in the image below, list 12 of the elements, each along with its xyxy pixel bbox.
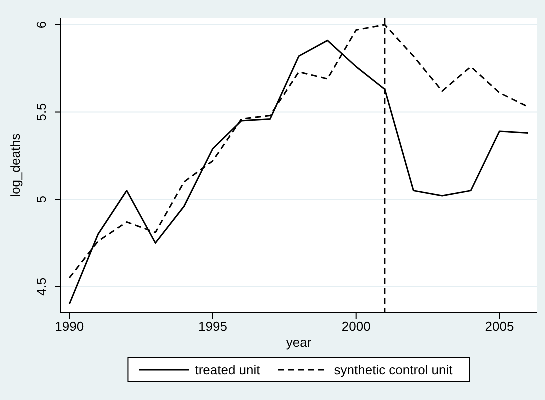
legend-label: treated unit [195,362,261,378]
y-tick-label: 5.5 [34,103,49,122]
x-tick-label: 1990 [55,319,84,334]
x-tick-label: 2005 [485,319,514,334]
legend-label: synthetic control unit [334,362,454,378]
y-tick-label: 6 [34,21,49,29]
y-tick-label: 5 [34,196,49,204]
x-tick-label: 2000 [342,319,371,334]
y-axis-title: log_deaths [8,133,23,198]
y-tick-label: 4.5 [34,278,49,296]
x-tick-label: 1995 [198,319,228,334]
x-axis-title: year [286,335,312,350]
